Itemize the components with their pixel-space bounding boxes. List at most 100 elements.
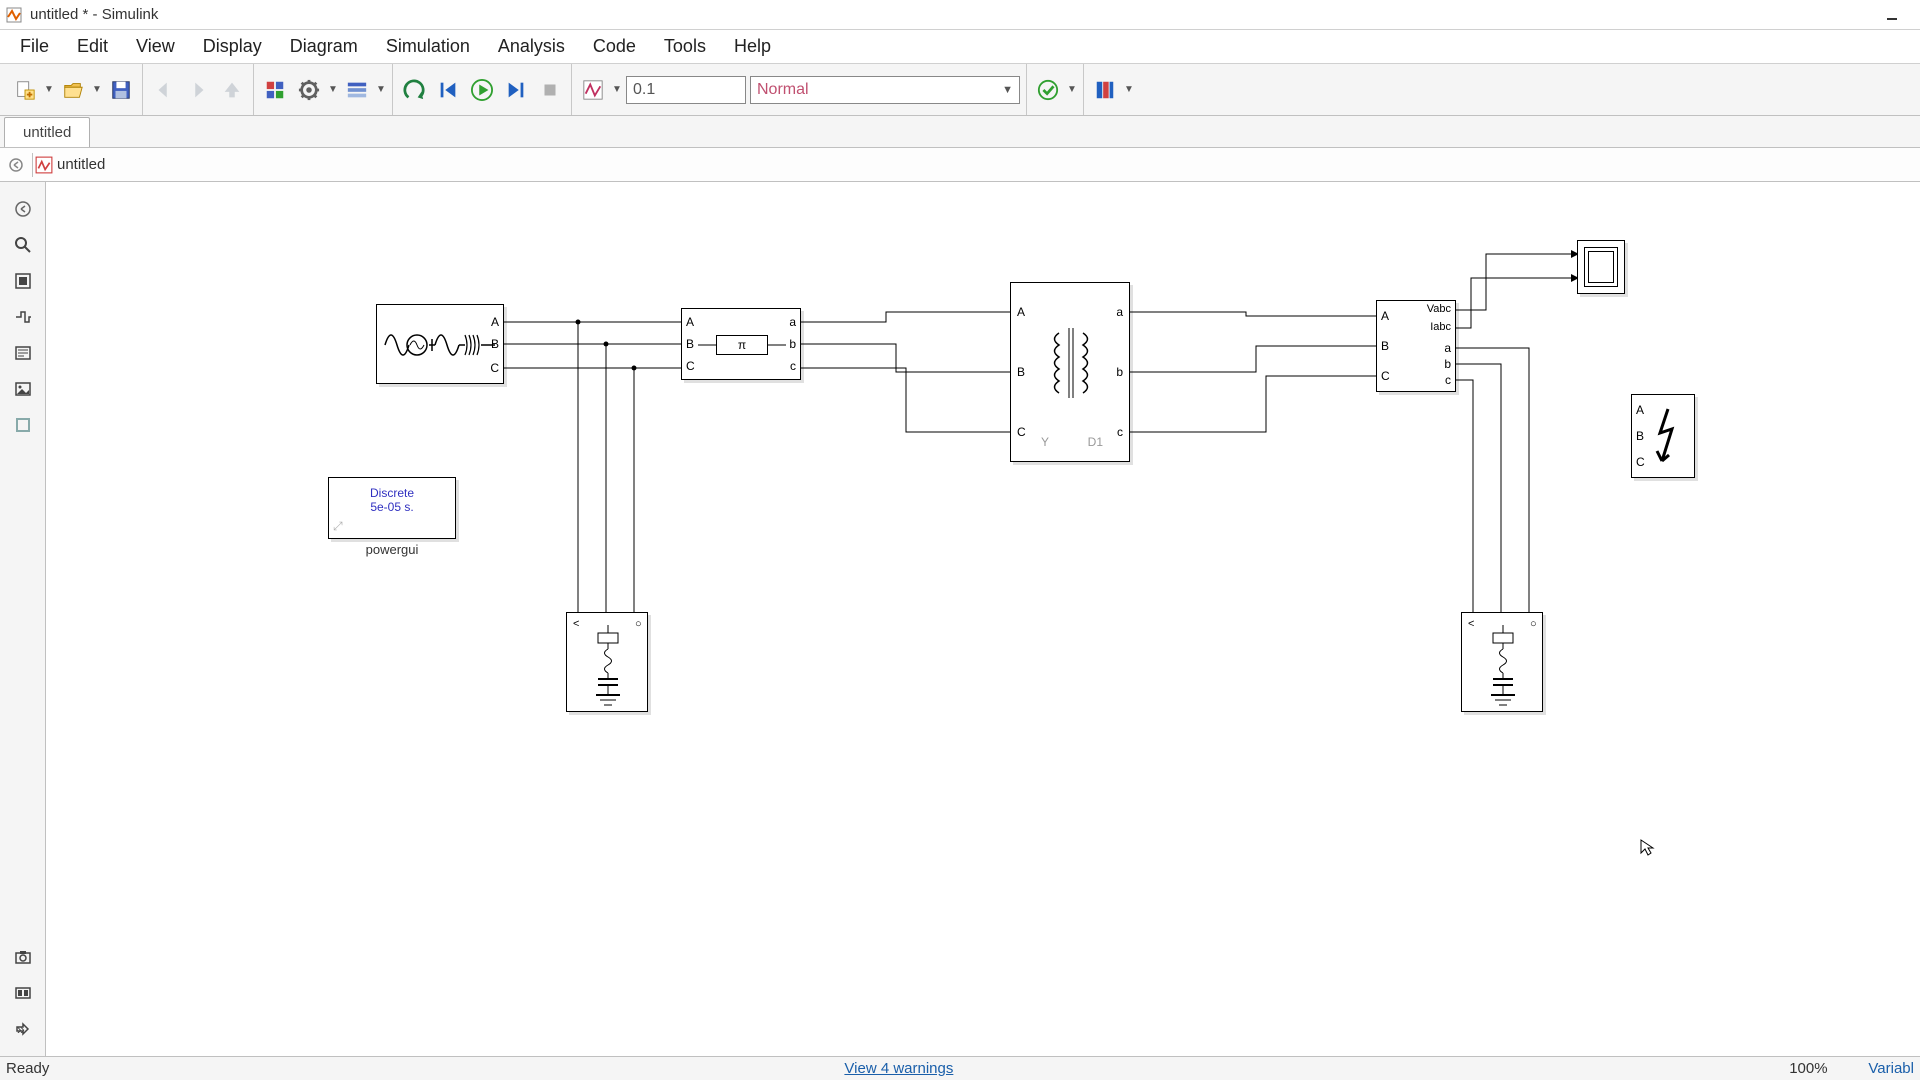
- meas-vabc: Vabc: [1427, 303, 1451, 315]
- toolbar: ▼ ▼ ▼ ▼: [0, 64, 1920, 116]
- three-phase-measurement-block[interactable]: A B C Vabc Iabc a b c: [1376, 300, 1456, 392]
- menu-code[interactable]: Code: [579, 30, 650, 63]
- model-advisor-button[interactable]: [1033, 75, 1063, 105]
- status-warnings-link[interactable]: View 4 warnings: [844, 1060, 953, 1077]
- image-icon[interactable]: [8, 374, 38, 404]
- fault-glyph: [1632, 395, 1696, 479]
- annotation-icon[interactable]: [8, 338, 38, 368]
- port-b: B: [491, 337, 499, 351]
- chevron-down-icon: ▼: [1002, 84, 1013, 96]
- model-canvas[interactable]: A B C Discrete 5e-05 s. ⤢ powergui < ○: [46, 182, 1920, 1056]
- breadcrumb-model[interactable]: untitled: [57, 156, 105, 173]
- menu-diagram[interactable]: Diagram: [276, 30, 372, 63]
- new-model-dropdown[interactable]: ▼: [44, 84, 54, 95]
- simulink-icon: [6, 7, 22, 23]
- meas-port-a: A: [1381, 309, 1389, 323]
- stop-time-input[interactable]: [626, 76, 746, 104]
- load-glyph: < ○: [567, 613, 649, 713]
- svg-text:○: ○: [635, 618, 642, 630]
- meas-port-c: C: [1381, 369, 1390, 383]
- three-phase-source-block[interactable]: A B C: [376, 304, 504, 384]
- three-phase-fault-block[interactable]: A B C: [1631, 394, 1695, 478]
- menu-bar: File Edit View Display Diagram Simulatio…: [0, 30, 1920, 64]
- simulation-mode-value: Normal: [757, 81, 809, 99]
- load2-glyph: < ○: [1462, 613, 1544, 713]
- model-config-dropdown[interactable]: ▼: [328, 84, 338, 95]
- hide-browser-button[interactable]: [2, 151, 30, 179]
- nav-forward-button[interactable]: [183, 75, 213, 105]
- model-explorer-button[interactable]: [342, 75, 372, 105]
- library-browser-button[interactable]: [260, 75, 290, 105]
- menu-simulation[interactable]: Simulation: [372, 30, 484, 63]
- menu-analysis[interactable]: Analysis: [484, 30, 579, 63]
- status-solver[interactable]: Variabl: [1868, 1060, 1914, 1077]
- step-forward-button[interactable]: [501, 75, 531, 105]
- powergui-label: powergui: [328, 542, 456, 557]
- window-title: untitled * - Simulink: [30, 6, 1878, 23]
- minimize-button[interactable]: [1878, 5, 1906, 25]
- svg-text:<: <: [573, 618, 579, 630]
- powergui-line2: 5e-05 s.: [329, 500, 455, 514]
- signal-logging-dropdown[interactable]: ▼: [612, 84, 622, 95]
- wires-layer: [46, 182, 1920, 1056]
- menu-edit[interactable]: Edit: [63, 30, 122, 63]
- svg-text:»: »: [17, 1021, 25, 1037]
- model-explorer-dropdown[interactable]: ▼: [376, 84, 386, 95]
- three-phase-load-1-block[interactable]: < ○: [566, 612, 648, 712]
- model-advisor-dropdown[interactable]: ▼: [1067, 84, 1077, 95]
- three-phase-load-2-block[interactable]: < ○: [1461, 612, 1543, 712]
- tab-untitled[interactable]: untitled: [4, 117, 90, 147]
- model-config-button[interactable]: [294, 75, 324, 105]
- meas-c2: c: [1445, 373, 1451, 387]
- scope-screen-inner: [1588, 251, 1614, 283]
- open-dropdown[interactable]: ▼: [92, 84, 102, 95]
- stop-button[interactable]: [535, 75, 565, 105]
- title-bar: untitled * - Simulink: [0, 0, 1920, 30]
- scope-block[interactable]: [1577, 240, 1625, 294]
- record-icon[interactable]: [8, 978, 38, 1008]
- build-dropdown[interactable]: ▼: [1124, 84, 1134, 95]
- nav-back-button[interactable]: [149, 75, 179, 105]
- nav-up-button[interactable]: [217, 75, 247, 105]
- scope-screen-outer: [1584, 247, 1618, 287]
- model-icon: [35, 156, 53, 174]
- status-zoom[interactable]: 100%: [1748, 1060, 1868, 1077]
- fit-to-view-icon[interactable]: [8, 266, 38, 296]
- fast-restart-button[interactable]: [399, 75, 429, 105]
- menu-help[interactable]: Help: [720, 30, 785, 63]
- save-button[interactable]: [106, 75, 136, 105]
- step-back-button[interactable]: [433, 75, 463, 105]
- meas-port-b: B: [1381, 339, 1389, 353]
- meas-b2: b: [1444, 357, 1451, 371]
- left-palette: »: [0, 182, 46, 1056]
- powergui-line1: Discrete: [329, 486, 455, 500]
- expand-icon[interactable]: »: [8, 1014, 38, 1044]
- xfmr-glyph: [1011, 283, 1131, 463]
- new-model-button[interactable]: [10, 75, 40, 105]
- breadcrumb-row: untitled: [0, 148, 1920, 182]
- area-icon[interactable]: [8, 410, 38, 440]
- menu-tools[interactable]: Tools: [650, 30, 720, 63]
- three-phase-transformer-block[interactable]: A B C a b c Y D1: [1010, 282, 1130, 462]
- powergui-block[interactable]: Discrete 5e-05 s. ⤢: [328, 477, 456, 539]
- zoom-icon[interactable]: [8, 230, 38, 260]
- hide-nav-icon[interactable]: [8, 194, 38, 224]
- menu-view[interactable]: View: [122, 30, 189, 63]
- screenshot-icon[interactable]: [8, 942, 38, 972]
- open-button[interactable]: [58, 75, 88, 105]
- signal-logging-button[interactable]: [578, 75, 608, 105]
- menu-display[interactable]: Display: [189, 30, 276, 63]
- pi-section-line-block[interactable]: A B C a b c π: [681, 308, 801, 380]
- xfmr-d-label: D1: [1088, 435, 1103, 449]
- simulation-mode-select[interactable]: Normal ▼: [750, 76, 1020, 104]
- menu-file[interactable]: File: [6, 30, 63, 63]
- svg-text:○: ○: [1530, 618, 1537, 630]
- build-button[interactable]: [1090, 75, 1120, 105]
- mouse-cursor-icon: [1639, 838, 1657, 856]
- port-c: C: [490, 361, 499, 375]
- sample-time-icon[interactable]: [8, 302, 38, 332]
- run-button[interactable]: [467, 75, 497, 105]
- meas-a2: a: [1444, 341, 1451, 355]
- powergui-mode: Discrete 5e-05 s.: [329, 478, 455, 515]
- status-ready: Ready: [6, 1060, 49, 1077]
